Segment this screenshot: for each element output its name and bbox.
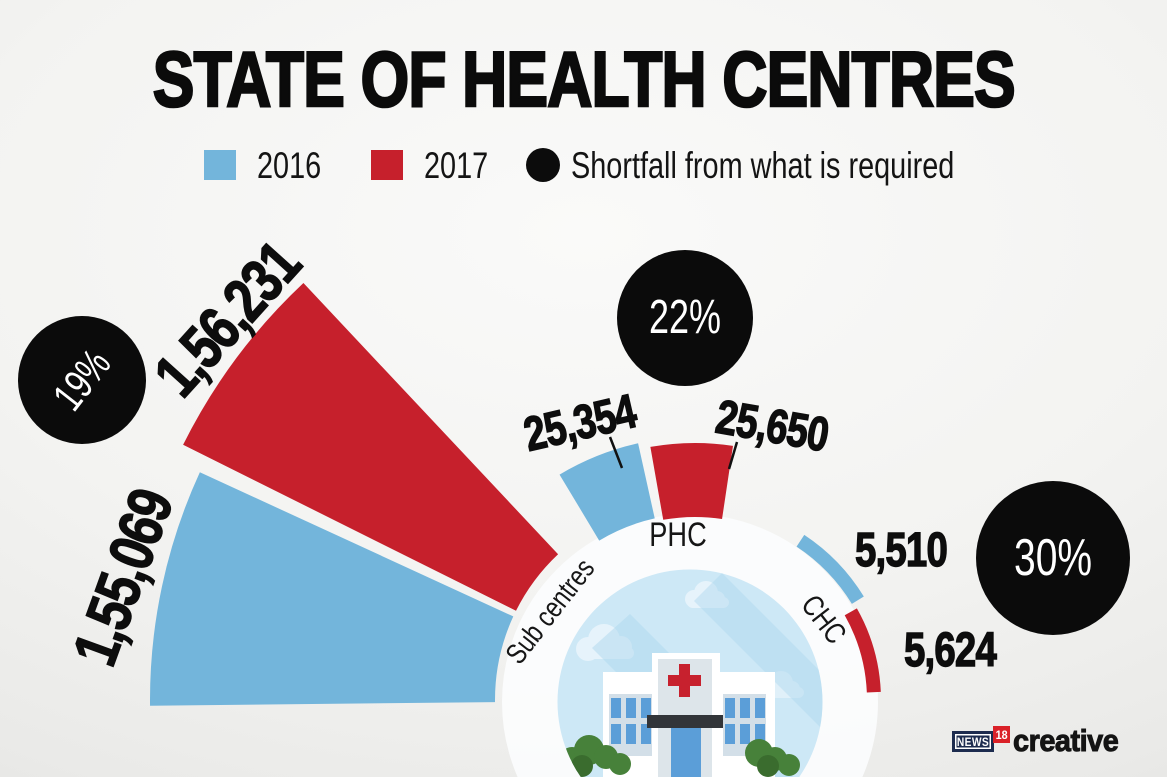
arc-chc-2017 bbox=[844, 608, 881, 693]
legend-label-shortfall: Shortfall from what is required bbox=[571, 145, 955, 186]
hospital-window-icon bbox=[755, 698, 765, 718]
hospital-window-icon bbox=[725, 698, 735, 718]
category-label-phc: PHC bbox=[649, 516, 707, 554]
news18-logo-18-text: 18 bbox=[995, 727, 1008, 742]
shortfall-value-sub-centres: 19% bbox=[43, 340, 120, 420]
shortfall-circle-phc: 22% bbox=[617, 250, 753, 386]
wedge-phc-2016 bbox=[559, 443, 655, 541]
hospital-window-icon bbox=[641, 724, 651, 744]
legend-shortfall-dot-icon bbox=[526, 148, 560, 182]
bush-icon-left bbox=[609, 753, 631, 775]
news18-logo: NEWS bbox=[952, 731, 994, 752]
leader-line-phc-2016 bbox=[608, 436, 624, 469]
hospital-window-icon bbox=[611, 724, 621, 744]
legend-swatch-2017 bbox=[371, 150, 403, 180]
leader-line-phc-2017 bbox=[727, 441, 739, 470]
wedge-phc-2017 bbox=[650, 443, 733, 520]
shortfall-value-phc: 22% bbox=[648, 291, 722, 344]
shortfall-value-chc: 30% bbox=[1013, 529, 1093, 587]
value-label-chc-2017: 5,624 bbox=[903, 624, 997, 677]
bush-icon-right bbox=[757, 755, 779, 777]
hospital-window-icon bbox=[641, 698, 651, 718]
news18-logo-18-badge: 18 bbox=[993, 726, 1010, 743]
page-title: STATE OF HEALTH CENTRES bbox=[151, 35, 1016, 123]
hospital-awning bbox=[647, 715, 723, 728]
legend-label-2016: 2016 bbox=[257, 145, 322, 186]
legend-label-2017: 2017 bbox=[424, 145, 489, 186]
hospital-window-icon bbox=[725, 724, 735, 744]
arc-chc-2016 bbox=[796, 534, 864, 604]
hospital-ring bbox=[502, 514, 878, 777]
hospital-window-icon bbox=[740, 724, 750, 744]
hospital-building bbox=[559, 653, 800, 777]
shortfall-circle-chc: 30% bbox=[976, 481, 1130, 635]
news18-logo-news-text: NEWS bbox=[956, 734, 990, 749]
hospital-window-icon bbox=[755, 724, 765, 744]
hospital-window-icon bbox=[626, 724, 636, 744]
hospital-illustration bbox=[559, 573, 823, 777]
hospital-window-icon bbox=[740, 698, 750, 718]
title-row: STATE OF HEALTH CENTRES bbox=[0, 35, 1167, 123]
wedge-sub-centres-2016 bbox=[150, 472, 514, 706]
hospital-door bbox=[671, 728, 701, 777]
wedge-sub-centres-2017 bbox=[183, 283, 559, 611]
hospital-cross-icon bbox=[679, 664, 690, 697]
hospital-window-icon bbox=[626, 698, 636, 718]
creative-wordmark: creative bbox=[1013, 723, 1120, 759]
hospital-window-icon bbox=[611, 698, 621, 718]
shortfall-circle-sub-centres: 19% bbox=[18, 316, 146, 444]
light-ray-right bbox=[694, 573, 823, 777]
legend-swatch-2016 bbox=[204, 150, 236, 180]
cloud-icon-top bbox=[685, 581, 729, 608]
value-label-chc-2016: 5,510 bbox=[854, 524, 948, 577]
bush-icon-right bbox=[778, 754, 800, 776]
